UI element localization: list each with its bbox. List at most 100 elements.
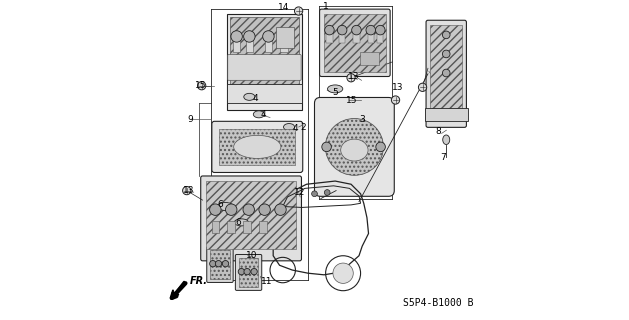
Bar	[210, 250, 230, 279]
FancyBboxPatch shape	[228, 55, 301, 80]
Ellipse shape	[328, 85, 343, 93]
Text: S5P4-B1000 B: S5P4-B1000 B	[403, 298, 474, 308]
Bar	[206, 181, 296, 249]
Bar	[265, 36, 272, 52]
Circle shape	[251, 268, 257, 275]
Ellipse shape	[234, 135, 281, 158]
Text: 13: 13	[392, 83, 404, 92]
Circle shape	[279, 31, 290, 42]
Circle shape	[238, 268, 245, 275]
Text: 6: 6	[218, 200, 223, 209]
Text: 15: 15	[347, 95, 358, 105]
Bar	[243, 221, 251, 234]
Circle shape	[366, 25, 376, 35]
Bar	[230, 17, 299, 87]
Ellipse shape	[234, 219, 248, 226]
FancyBboxPatch shape	[426, 20, 467, 127]
Bar	[360, 52, 379, 65]
Ellipse shape	[341, 139, 368, 161]
Text: 5: 5	[332, 88, 338, 97]
FancyBboxPatch shape	[212, 121, 303, 172]
Text: FR.: FR.	[189, 276, 208, 286]
Bar	[324, 13, 386, 72]
FancyBboxPatch shape	[314, 98, 394, 196]
Bar	[377, 30, 384, 43]
Bar	[425, 108, 468, 121]
Bar	[239, 258, 259, 287]
Bar	[430, 25, 462, 112]
Circle shape	[209, 260, 216, 267]
Text: 3: 3	[359, 115, 365, 124]
Bar	[259, 221, 267, 234]
Circle shape	[376, 25, 385, 35]
Circle shape	[325, 25, 334, 35]
Circle shape	[243, 31, 255, 42]
Circle shape	[322, 142, 331, 152]
Circle shape	[259, 204, 270, 215]
FancyBboxPatch shape	[320, 9, 390, 76]
Bar	[339, 30, 345, 43]
FancyBboxPatch shape	[235, 254, 262, 290]
Text: 15: 15	[196, 81, 207, 90]
Ellipse shape	[284, 124, 294, 131]
Circle shape	[244, 268, 250, 275]
Circle shape	[231, 31, 242, 42]
Ellipse shape	[218, 203, 233, 211]
Text: 8: 8	[435, 127, 441, 136]
Text: 13: 13	[348, 72, 359, 81]
Circle shape	[311, 191, 318, 196]
Ellipse shape	[325, 118, 384, 175]
Circle shape	[215, 260, 221, 267]
Bar	[228, 221, 235, 234]
Bar	[367, 30, 374, 43]
Bar	[233, 36, 240, 52]
Circle shape	[263, 31, 274, 42]
FancyBboxPatch shape	[207, 246, 233, 283]
Circle shape	[243, 204, 255, 215]
Circle shape	[209, 204, 221, 215]
Bar	[227, 14, 302, 109]
Text: 6: 6	[235, 218, 241, 227]
Text: 4: 4	[252, 94, 258, 103]
Text: 1: 1	[323, 2, 329, 11]
Circle shape	[442, 50, 450, 58]
Circle shape	[275, 204, 286, 215]
Circle shape	[182, 187, 191, 195]
Bar	[227, 84, 302, 103]
Text: 2: 2	[300, 123, 306, 132]
Ellipse shape	[253, 111, 264, 118]
Circle shape	[442, 31, 450, 39]
Bar	[245, 36, 253, 52]
Circle shape	[347, 74, 355, 82]
Circle shape	[198, 82, 206, 90]
Circle shape	[226, 204, 237, 215]
Bar	[276, 27, 294, 48]
Text: 14: 14	[278, 3, 289, 12]
Bar	[211, 221, 219, 234]
Circle shape	[337, 25, 347, 35]
Bar	[353, 30, 360, 43]
Text: 9: 9	[187, 115, 193, 124]
Ellipse shape	[244, 93, 255, 100]
Text: 4: 4	[292, 124, 298, 133]
Text: 10: 10	[246, 251, 258, 260]
Circle shape	[442, 69, 450, 77]
Circle shape	[294, 7, 303, 15]
FancyBboxPatch shape	[201, 176, 301, 261]
Circle shape	[352, 25, 361, 35]
Text: 13: 13	[182, 186, 194, 195]
Text: 11: 11	[260, 277, 272, 286]
Circle shape	[376, 142, 386, 152]
Bar	[326, 30, 333, 43]
Text: 7: 7	[440, 153, 446, 162]
Circle shape	[325, 190, 330, 196]
Text: 12: 12	[294, 188, 305, 197]
Bar	[219, 129, 296, 165]
Circle shape	[418, 83, 426, 92]
Ellipse shape	[443, 135, 450, 145]
Bar	[281, 36, 288, 52]
Text: 4: 4	[260, 110, 266, 119]
Circle shape	[391, 96, 399, 104]
Circle shape	[222, 260, 229, 267]
Circle shape	[333, 263, 353, 284]
